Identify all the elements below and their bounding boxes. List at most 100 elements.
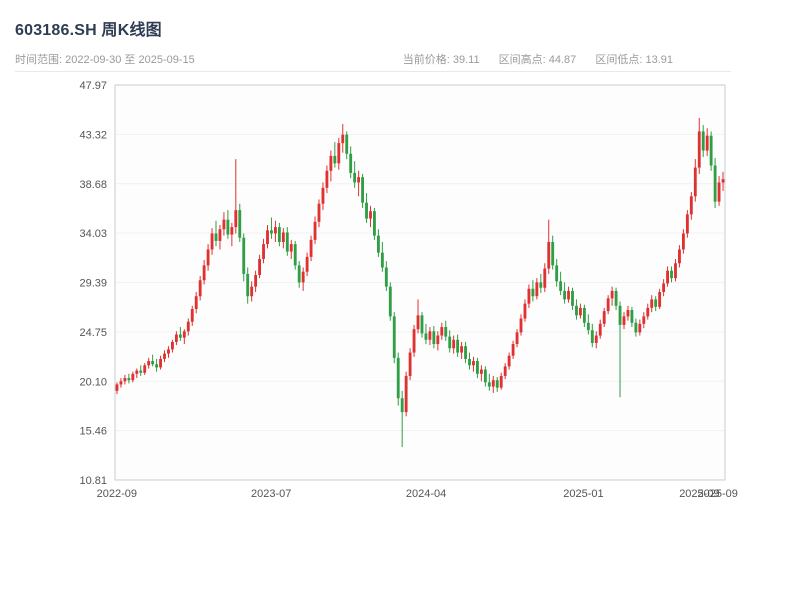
candle-body [408,352,412,376]
candle-body [131,373,135,381]
candle-body [396,357,400,399]
candle-body [575,305,578,316]
candle-body [270,230,273,234]
candle-body [650,299,654,308]
candle-body [171,341,174,350]
candle-body [602,311,606,324]
candle-body [246,273,250,297]
candle-body [277,227,281,243]
candle-body [539,282,543,288]
candle-body [313,221,317,240]
candle-body [333,155,337,164]
candle-body [464,346,467,359]
plot-border [114,84,726,481]
candle-body [230,227,234,235]
candle-body [123,378,127,382]
candle-body [670,270,673,279]
candle-body [285,232,289,252]
candle-body [685,214,689,234]
candle-body [515,332,519,345]
candle-body [349,153,353,173]
candle-body [444,327,448,337]
candle-body [468,358,471,366]
candle-body [412,329,416,353]
candle-body [376,235,380,253]
candle-body [440,327,444,336]
x-axis-label: 2024-04 [406,488,446,500]
candle-body [666,270,669,284]
candle-body [222,219,226,230]
y-axis-label: 34.03 [79,228,107,240]
candle-body [610,290,614,299]
candle-body [289,244,293,252]
candle-body [135,370,139,374]
candle-body [634,322,638,333]
y-axis-label: 10.81 [79,475,107,487]
y-axis-label: 47.97 [79,80,107,92]
candle-body [578,307,582,316]
candle-body [511,344,515,356]
candle-body [606,298,610,312]
candle-body [681,233,685,250]
candle-body [701,131,705,151]
candle-body [428,331,432,340]
candle-body [448,336,452,349]
candle-body [254,274,258,287]
candle-body [432,331,436,345]
candle-body [281,232,285,243]
candle-body [234,210,238,228]
candle-body [159,358,162,368]
candle-body [487,382,491,387]
candle-body [713,165,717,202]
candle-body [357,177,361,183]
candle-body [618,305,622,325]
candle-body [689,196,693,215]
candle-body [535,282,539,297]
candle-body [499,375,503,388]
candle-body [460,346,464,353]
date-range-text: 时间范围: 2022-09-30 至 2025-09-15 [15,54,195,66]
candle-body [262,244,265,260]
candle-body [293,244,297,266]
candle-body [654,299,658,307]
candle-body [127,378,131,381]
candle-body [250,286,254,297]
candle-body [194,296,198,309]
candle-body [705,135,709,151]
candle-body [167,349,170,354]
candle-body [658,291,662,307]
candle-body [214,233,218,241]
candle-body [472,361,475,366]
candle-body [119,381,123,385]
candle-body [174,334,178,342]
candle-body [309,239,313,257]
candle-body [479,369,483,374]
candle-body [452,339,456,349]
candle-body [491,380,495,387]
candle-body [190,308,194,322]
candle-body [139,370,143,373]
candle-body [242,237,246,274]
candle-body [674,263,677,279]
candle-body [503,366,507,376]
candle-body [416,315,420,330]
candle-body [693,167,697,197]
candle-body [373,211,376,236]
y-axis-label: 15.46 [79,426,107,438]
candle-body [476,361,479,374]
y-axis-label: 29.39 [79,278,107,290]
candle-body [151,361,155,365]
candle-body [258,259,262,275]
price-stats: 当前价格: 39.11 区间高点: 44.87 区间低点: 13.91 [387,51,673,67]
candle-body [531,288,535,297]
page-title: 603186.SH 周K线图 [15,22,162,39]
y-axis-label: 38.68 [79,179,107,191]
candle-body [361,177,364,203]
candle-body [182,331,186,338]
header-divider [15,71,731,72]
candle-body [155,364,159,368]
candle-body [662,283,666,292]
candle-body [400,398,404,413]
candle-body [456,339,460,353]
range-high-stat: 区间高点: 44.87 [498,54,577,66]
